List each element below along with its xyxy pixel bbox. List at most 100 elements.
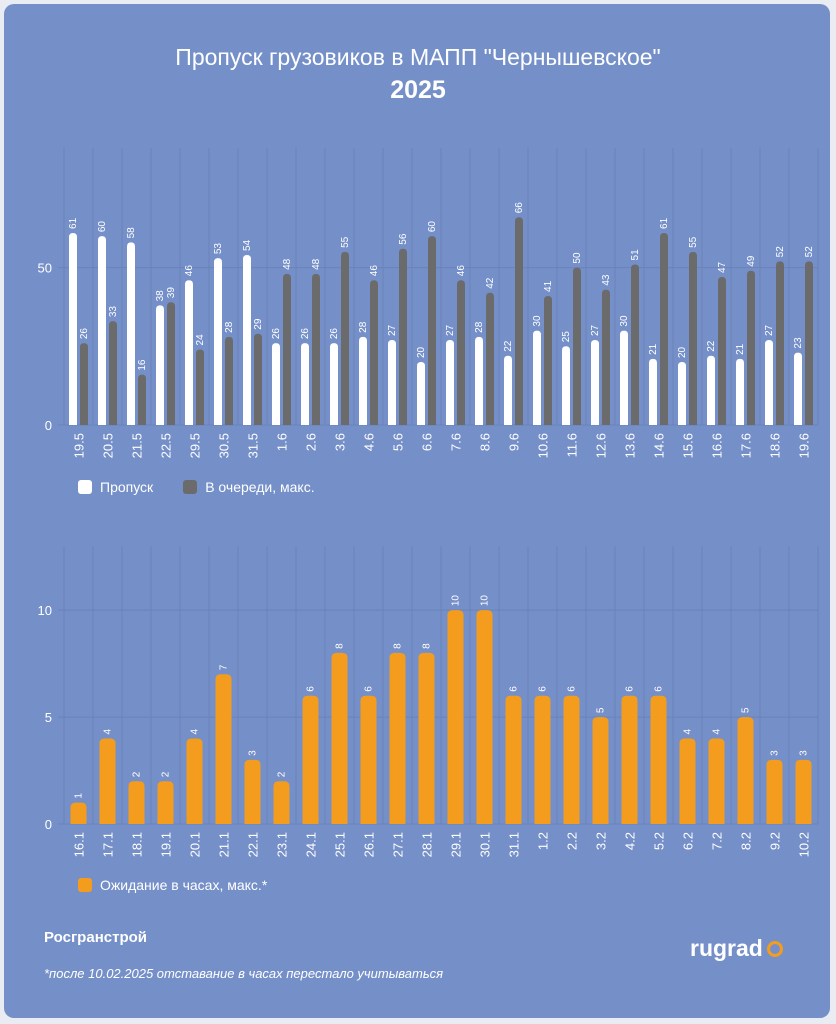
bar [592, 717, 609, 824]
bar [650, 695, 667, 824]
bar [533, 330, 541, 425]
data-label: 43 [601, 274, 612, 286]
bar [447, 610, 464, 824]
data-label: 52 [804, 246, 815, 258]
bar [389, 652, 406, 824]
bar [272, 343, 280, 425]
data-label: 22 [706, 340, 717, 352]
y-tick-label: 0 [45, 817, 52, 832]
x-tick-label: 13.6 [623, 433, 638, 458]
data-label: 61 [68, 217, 79, 229]
x-tick-label: 3.2 [594, 832, 609, 850]
bar [620, 330, 628, 425]
data-label: 28 [224, 321, 235, 333]
bar [99, 738, 116, 824]
bar [341, 251, 349, 425]
chart-card [4, 4, 830, 1018]
x-tick-label: 22.1 [246, 832, 261, 857]
x-tick-label: 9.6 [507, 433, 522, 451]
bar [388, 340, 396, 425]
bar [689, 251, 697, 425]
data-label: 60 [427, 221, 438, 233]
data-label: 21 [648, 343, 659, 355]
x-tick-label: 5.6 [391, 433, 406, 451]
x-tick-label: 9.2 [768, 832, 783, 850]
bar [649, 358, 657, 425]
x-tick-label: 10.6 [536, 433, 551, 458]
data-label: 4 [103, 728, 114, 734]
data-label: 5 [596, 707, 607, 713]
bar [167, 302, 175, 425]
bar [678, 362, 686, 425]
bar [428, 236, 436, 425]
x-tick-label: 23.1 [275, 832, 290, 857]
bar [476, 610, 493, 824]
bar [573, 267, 581, 425]
bar [475, 336, 483, 425]
x-tick-label: 17.6 [739, 433, 754, 458]
x-tick-label: 25.1 [333, 832, 348, 857]
x-tick-label: 19.1 [159, 832, 174, 857]
data-label: 27 [387, 324, 398, 336]
data-label: 4 [683, 728, 694, 734]
data-label: 25 [561, 331, 572, 343]
x-tick-label: 6.2 [681, 832, 696, 850]
waiting-bar-chart: 0 5 10 1 4 2 2 4 7 3 2 6 8 6 8 8 10 10 6 6 6 5 6 6 4 4 5 3 3 16.1 17.1… [38, 546, 819, 857]
x-tick-label: 16.6 [710, 433, 725, 458]
bar [621, 695, 638, 824]
data-label: 33 [108, 306, 119, 318]
data-label: 6 [538, 686, 549, 692]
data-label: 55 [688, 236, 699, 248]
data-label: 46 [369, 265, 380, 277]
data-label: 27 [764, 324, 775, 336]
x-tick-label: 8.6 [478, 433, 493, 451]
bar [157, 781, 174, 824]
x-tick-label: 18.1 [130, 832, 145, 857]
bar [737, 717, 754, 824]
bar [747, 270, 755, 425]
bar [776, 261, 784, 425]
bar [399, 248, 407, 425]
data-label: 28 [474, 321, 485, 333]
bar [70, 802, 87, 824]
x-tick-label: 20.1 [188, 832, 203, 857]
data-label: 46 [456, 265, 467, 277]
y-tick-label: 50 [38, 261, 52, 276]
bar [80, 343, 88, 425]
data-label: 6 [567, 686, 578, 692]
bar [283, 273, 291, 425]
x-tick-label: 21.1 [217, 832, 232, 857]
data-label: 6 [306, 686, 317, 692]
legend-swatch-white [78, 480, 92, 494]
data-label: 16 [137, 359, 148, 371]
data-label: 21 [735, 343, 746, 355]
data-label: 66 [514, 202, 525, 214]
data-label: 27 [445, 324, 456, 336]
x-tick-label: 22.5 [159, 433, 174, 458]
data-label: 51 [630, 249, 641, 261]
data-label: 5 [741, 707, 752, 713]
bar [254, 333, 262, 425]
legend-bottom: Ожидание в часах, макс.* [78, 877, 267, 893]
bar [215, 674, 232, 824]
bar [302, 695, 319, 824]
data-label: 2 [161, 771, 172, 777]
x-tick-label: 29.1 [449, 832, 464, 857]
data-label: 26 [271, 328, 282, 340]
bar [370, 280, 378, 425]
x-tick-label: 28.1 [420, 832, 435, 857]
bar [156, 305, 164, 425]
bar [418, 652, 435, 824]
bar [214, 258, 222, 425]
x-tick-label: 4.2 [623, 832, 638, 850]
bar [359, 336, 367, 425]
data-label: 6 [654, 686, 665, 692]
bar [196, 349, 204, 425]
x-tick-label: 3.6 [333, 433, 348, 451]
bar [98, 236, 106, 425]
bar [794, 352, 802, 425]
bar [660, 232, 668, 425]
data-label: 20 [416, 346, 427, 358]
data-label: 6 [364, 686, 375, 692]
data-label: 28 [358, 321, 369, 333]
